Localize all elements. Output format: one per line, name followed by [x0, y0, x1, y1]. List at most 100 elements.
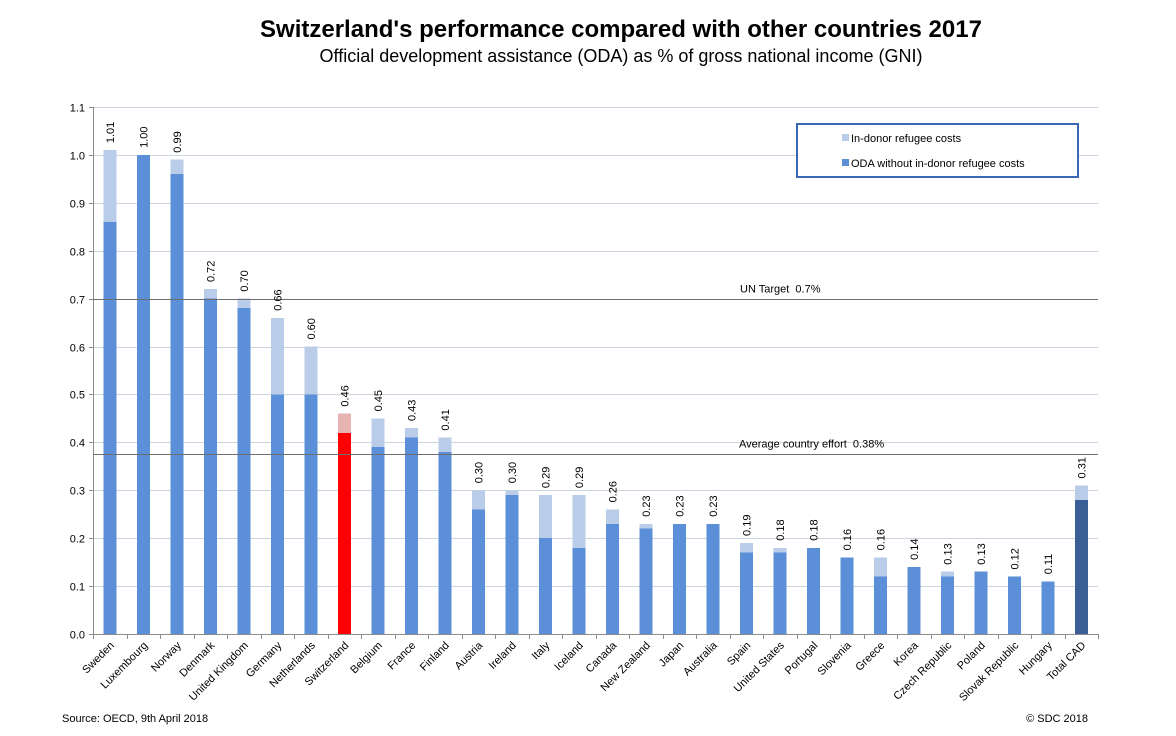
- bar-netherlands-oda: [304, 394, 318, 634]
- x-tick-label-portugal: Portugal: [783, 640, 820, 677]
- axes: 0.0 0.1 0.2 0.3 0.4 0.5 0.6 0.7 0.8 0.9 1.0 1.1: [70, 103, 1099, 642]
- data-label-hungary: 0.11: [1043, 554, 1055, 575]
- x-tick-label-korea: Korea: [892, 639, 922, 669]
- bar-korea-oda: [907, 566, 921, 634]
- copyright-note: © SDC 2018: [1026, 713, 1088, 725]
- bar-new-zealand-oda: [639, 528, 653, 634]
- bar-hungary-oda: [1041, 581, 1055, 634]
- chart-title: Switzerland's performance compared with …: [260, 16, 982, 43]
- x-tick-label-spain: Spain: [725, 640, 753, 668]
- bar-iceland-refugee: [572, 495, 586, 548]
- bar-luxembourg-oda: [136, 154, 150, 634]
- y-tick-label: 0.5: [70, 390, 85, 402]
- bar-denmark-oda: [203, 298, 217, 634]
- y-tick-label: 0.3: [70, 486, 85, 498]
- bars: [103, 150, 1088, 634]
- data-label-united-kingdom: 0.70: [239, 270, 251, 291]
- data-label-ireland: 0.30: [507, 462, 519, 483]
- bar-spain-refugee: [739, 542, 753, 553]
- bar-slovenia-oda: [840, 557, 854, 634]
- x-tick-label-austria: Austria: [453, 639, 486, 672]
- bar-sweden-refugee: [103, 150, 117, 222]
- bar-denmark-refugee: [203, 289, 217, 299]
- bar-norway-oda: [170, 174, 184, 634]
- bar-austria-refugee: [471, 490, 485, 510]
- data-label-canada: 0.26: [607, 481, 619, 502]
- x-tick-label-france: France: [386, 640, 419, 673]
- bar-switzerland-refugee: [337, 413, 351, 433]
- bar-iceland-oda: [572, 547, 586, 634]
- bar-portugal-oda: [806, 547, 820, 634]
- bar-total-cad-oda: [1074, 499, 1088, 634]
- bar-greece-refugee: [873, 557, 887, 577]
- y-tick-label: 0.7: [70, 295, 85, 307]
- data-label-total-cad: 0.31: [1076, 457, 1088, 478]
- data-label-korea: 0.14: [909, 539, 921, 560]
- data-label-slovenia: 0.16: [842, 529, 854, 550]
- bar-austria-oda: [471, 509, 485, 634]
- bar-australia-oda: [706, 523, 720, 634]
- bar-italy-oda: [538, 538, 552, 634]
- bar-germany-oda: [270, 394, 284, 634]
- y-tick-label: 0.8: [70, 247, 85, 259]
- data-label-iceland: 0.29: [574, 467, 586, 488]
- x-tick-label-greece: Greece: [853, 640, 887, 674]
- bar-total-cad-refugee: [1074, 485, 1088, 500]
- bar-greece-oda: [873, 576, 887, 634]
- source-note: Source: OECD, 9th April 2018: [62, 713, 208, 725]
- bar-norway-refugee: [170, 159, 184, 175]
- data-label-united-states: 0.18: [775, 519, 787, 540]
- bar-ireland-refugee: [505, 490, 519, 496]
- data-label-spain: 0.19: [741, 515, 753, 536]
- data-label-norway: 0.99: [172, 131, 184, 152]
- bar-new-zealand-refugee: [639, 523, 653, 529]
- x-tick-label-finland: Finland: [418, 640, 452, 674]
- data-label-netherlands: 0.60: [306, 318, 318, 339]
- bar-sweden-oda: [103, 221, 117, 634]
- data-labels: 1.01 1.00 0.99 0.72 0.70 0.66 0.60 0.46 0.45 0.43…: [105, 122, 1089, 575]
- data-label-denmark: 0.72: [205, 261, 217, 282]
- bar-france-oda: [404, 437, 418, 634]
- bar-czech-republic-refugee: [940, 571, 954, 577]
- x-tick-label-belgium: Belgium: [348, 640, 385, 677]
- reference-lines: UN Target 0.7% Average country effort 0.3…: [93, 284, 1098, 455]
- bar-slovak-republic-oda: [1007, 576, 1021, 634]
- x-tick-label-japan: Japan: [657, 640, 687, 670]
- bar-canada-refugee: [605, 509, 619, 524]
- x-tick-label-slovenia: Slovenia: [816, 639, 855, 678]
- x-tick-label-italy: Italy: [530, 639, 553, 662]
- y-tick-label: 1.0: [70, 151, 85, 163]
- y-tick-label: 0.4: [70, 438, 85, 450]
- bar-france-refugee: [404, 427, 418, 438]
- x-tick-label-slovak-republic: Slovak Republic: [957, 639, 1022, 704]
- data-label-italy: 0.29: [540, 467, 552, 488]
- y-tick-label: 0.0: [70, 630, 85, 642]
- data-label-austria: 0.30: [473, 462, 485, 483]
- x-tick-label-iceland: Iceland: [552, 640, 586, 674]
- data-label-slovak-republic: 0.12: [1009, 548, 1021, 569]
- data-label-switzerland: 0.46: [339, 385, 351, 406]
- legend: In-donor refugee costs ODA without in-do…: [796, 123, 1079, 178]
- data-label-germany: 0.66: [272, 289, 284, 310]
- bar-italy-refugee: [538, 495, 552, 539]
- y-tick-label: 0.2: [70, 534, 85, 546]
- x-tick-label-ireland: Ireland: [487, 640, 519, 672]
- data-label-france: 0.43: [406, 400, 418, 421]
- chart-subtitle: Official development assistance (ODA) as…: [320, 46, 923, 66]
- data-label-new-zealand: 0.23: [641, 495, 653, 516]
- bar-ireland-oda: [505, 495, 519, 634]
- bar-belgium-refugee: [371, 418, 385, 448]
- bar-netherlands-refugee: [304, 346, 318, 395]
- x-tick-label-poland: Poland: [955, 640, 988, 673]
- y-tick-label: 1.1: [70, 103, 85, 115]
- bar-czech-republic-oda: [940, 576, 954, 634]
- data-label-poland: 0.13: [976, 543, 988, 564]
- y-tick-label: 0.9: [70, 199, 85, 211]
- data-label-portugal: 0.18: [808, 519, 820, 540]
- bar-canada-oda: [605, 523, 619, 634]
- legend-swatch-oda: [842, 159, 849, 166]
- bar-belgium-oda: [371, 447, 385, 634]
- bar-united-states-refugee: [773, 547, 787, 553]
- x-tick-label-united-kingdom: United Kingdom: [187, 640, 251, 704]
